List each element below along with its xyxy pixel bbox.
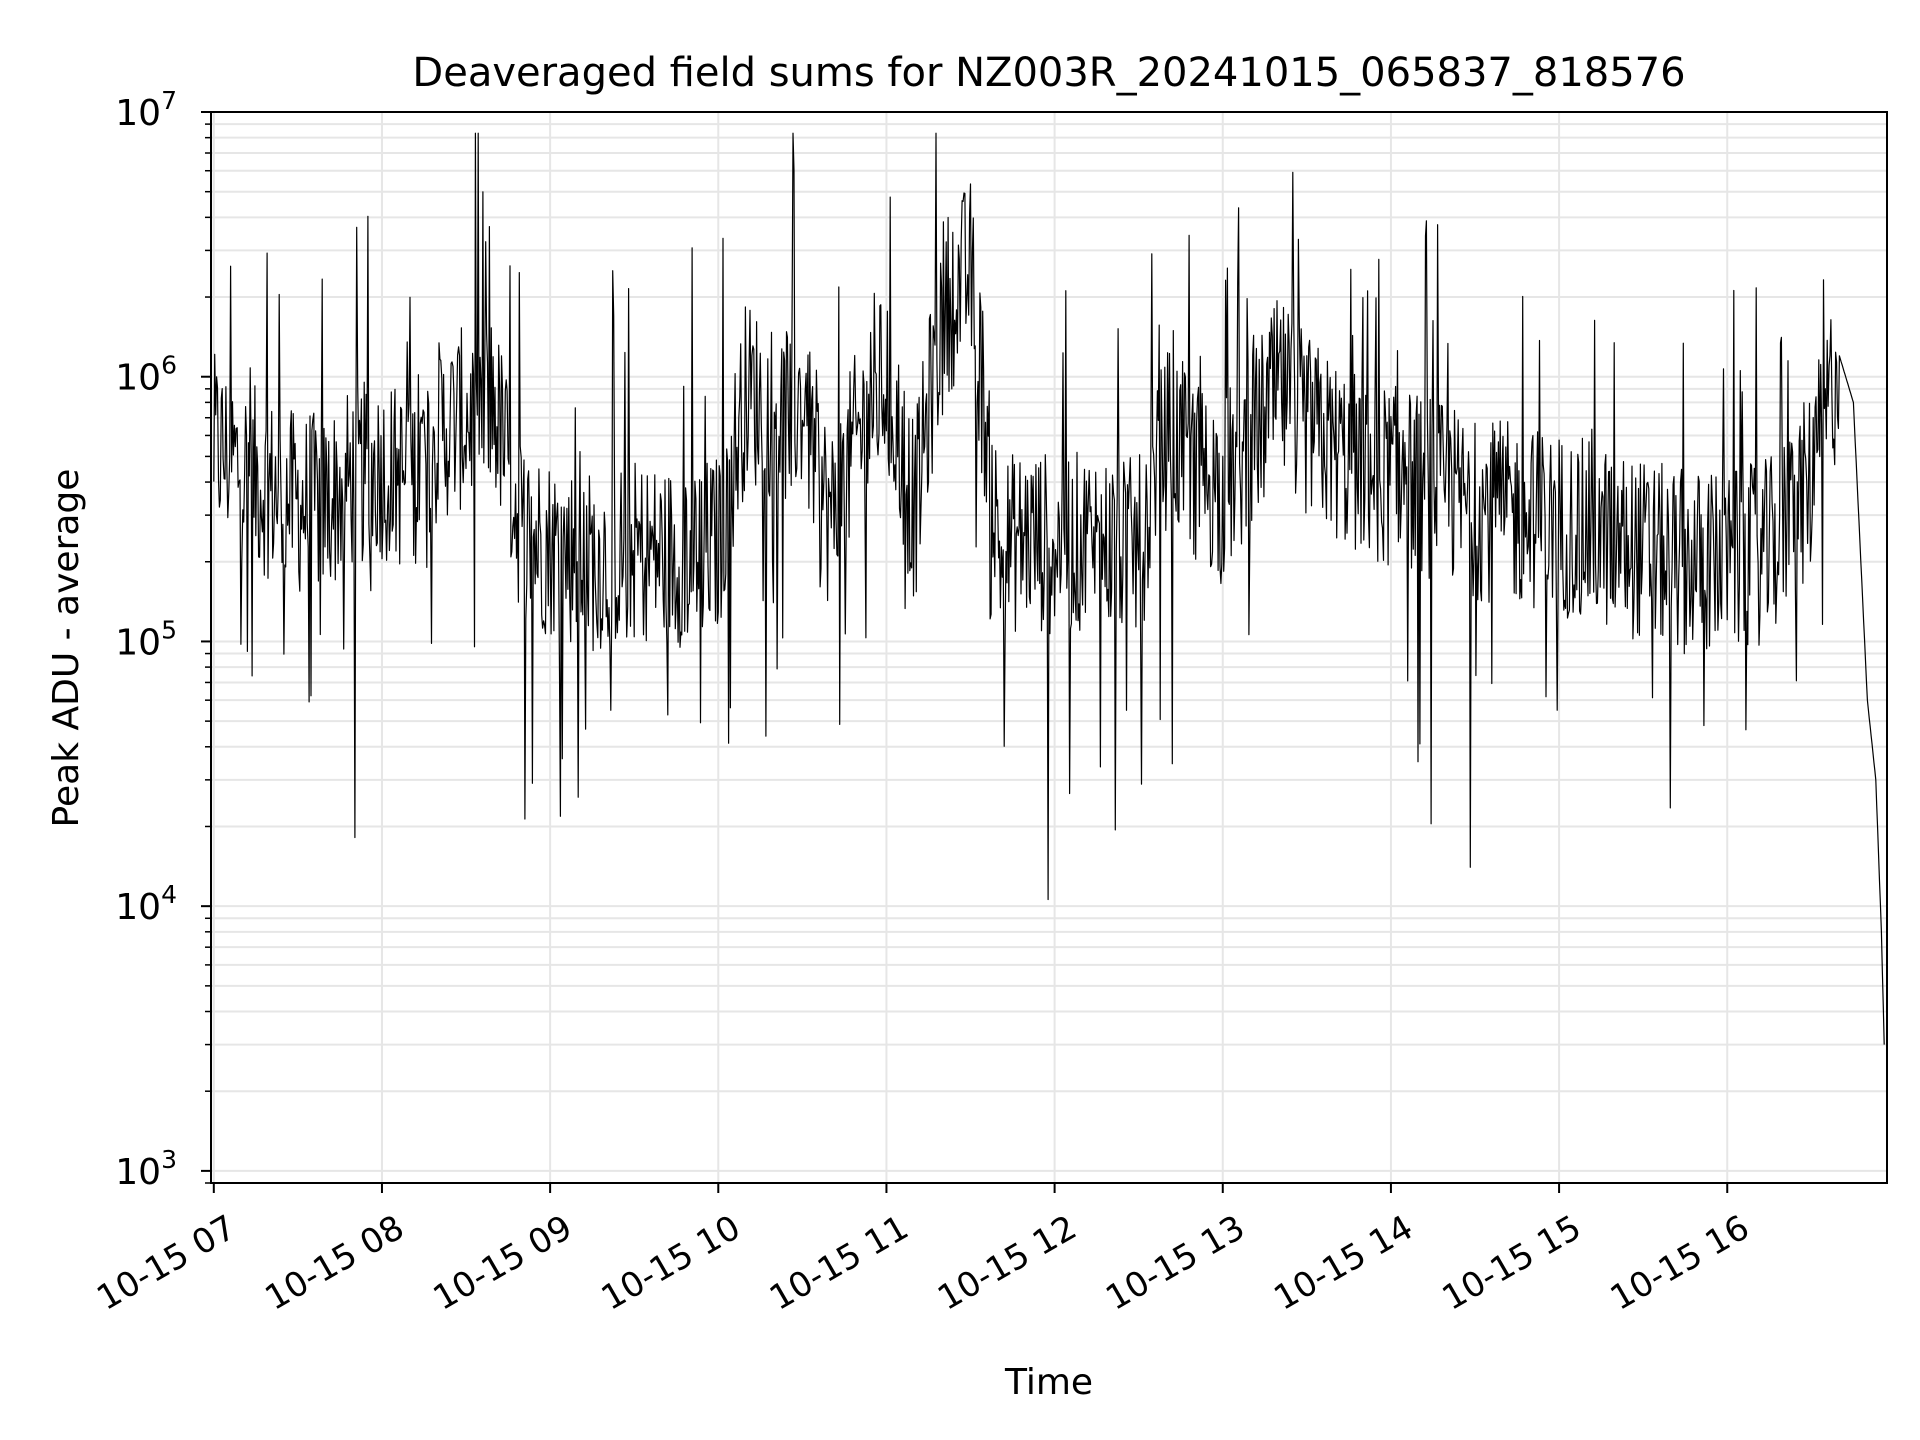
series-group [213,132,1885,1045]
y-tick-label: 104 [115,880,177,928]
y-tick-exponent: 3 [161,1145,177,1174]
y-tick-exponent: 6 [161,351,177,380]
y-tick-label: 107 [115,86,177,134]
y-tick-exponent: 7 [161,86,177,115]
y-tick-label: 106 [115,351,177,399]
y-axis-label: Peak ADU - average [46,469,87,828]
chart-title: Deaveraged field sums for NZ003R_2024101… [412,50,1685,96]
y-tick-base: 10 [115,93,161,134]
x-axis-label: Time [1004,1362,1093,1403]
y-tick-exponent: 4 [161,880,177,909]
y-tick-base: 10 [115,1152,161,1193]
y-tick-base: 10 [115,887,161,928]
y-tick-base: 10 [115,622,161,663]
series-line [213,132,1885,1045]
plot-frame [210,111,1888,1184]
y-tick-label: 105 [115,615,177,663]
y-tick-base: 10 [115,358,161,399]
grid [211,111,1887,1184]
y-tick-exponent: 5 [161,615,177,644]
y-tick-label: 103 [115,1145,177,1193]
